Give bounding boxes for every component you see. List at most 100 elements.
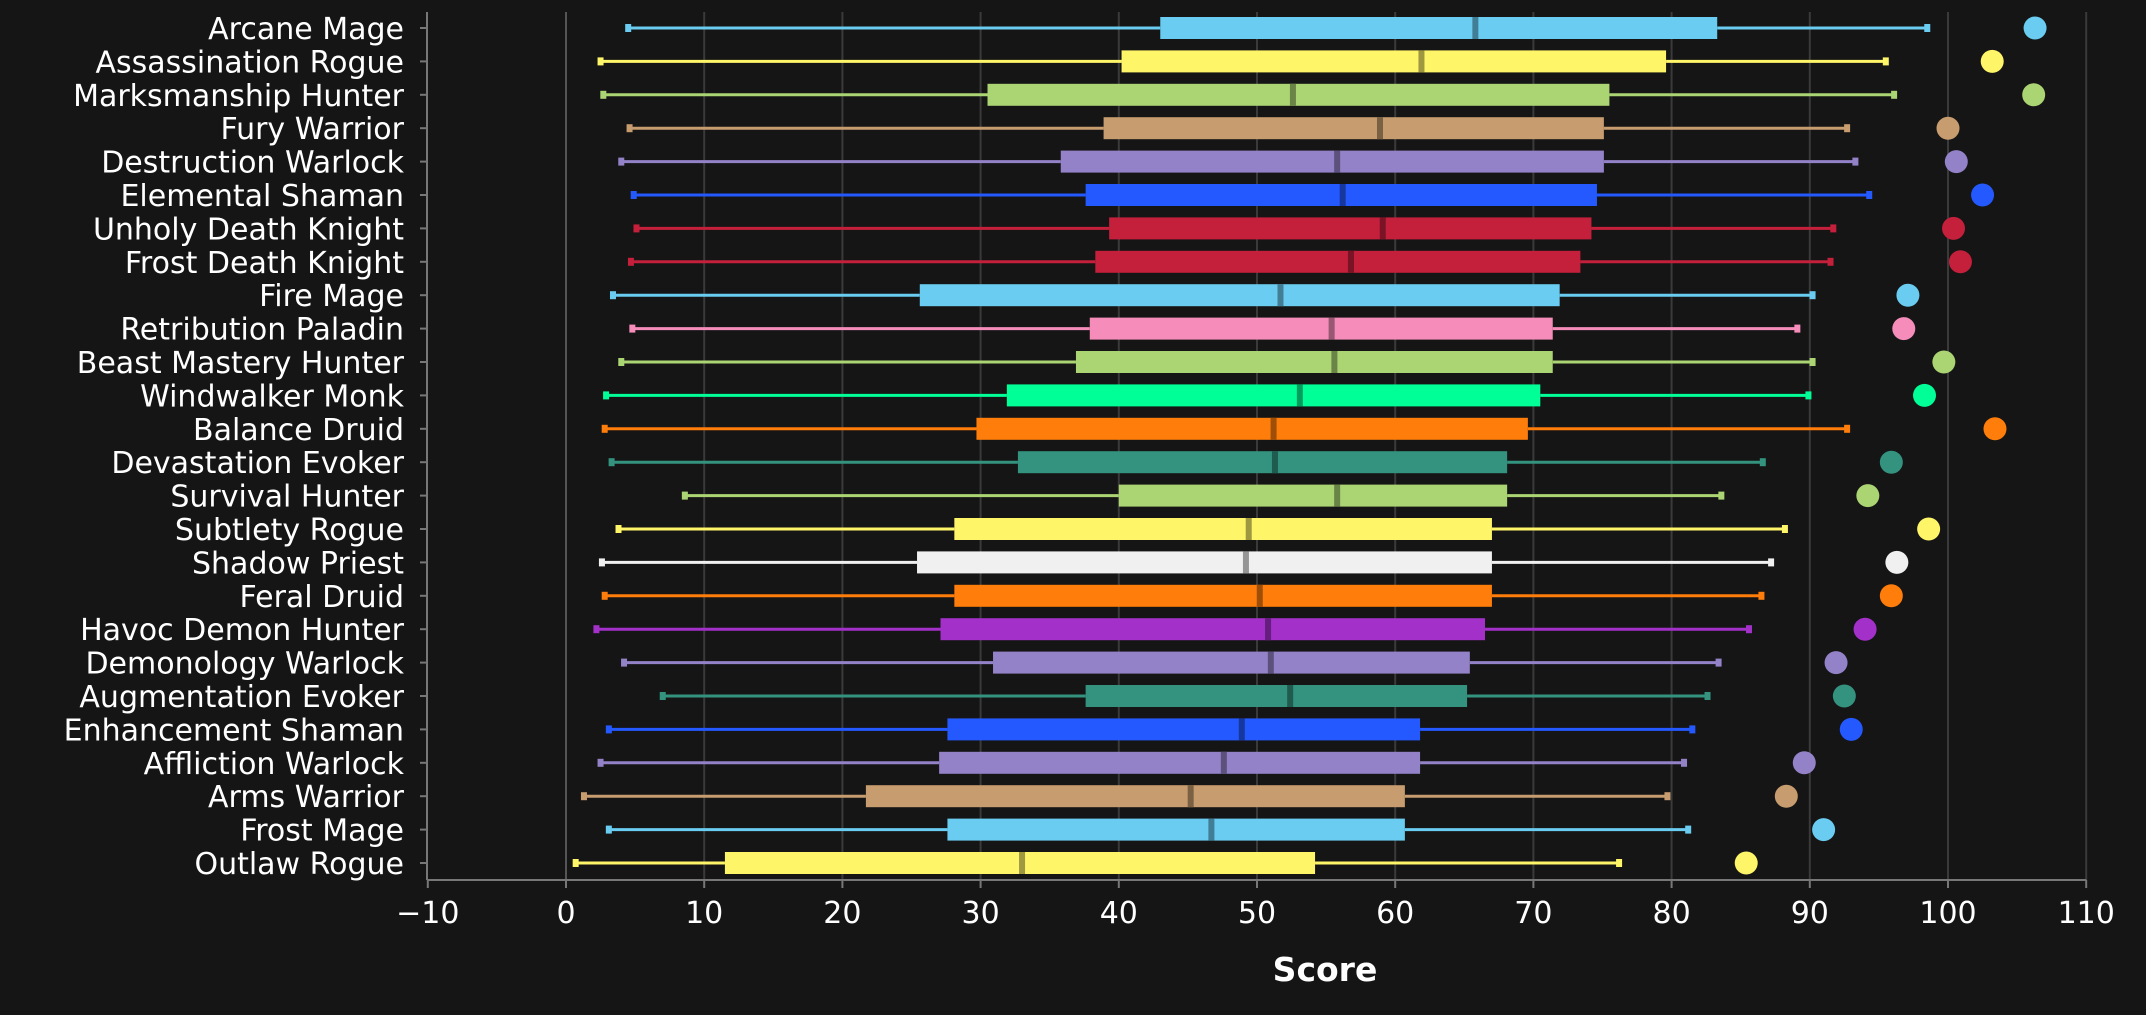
box-shadow-priest bbox=[598, 551, 1775, 574]
max-point-frost-mage bbox=[1812, 818, 1836, 842]
y-label-shadow-priest: Shadow Priest bbox=[192, 546, 404, 581]
cap-low-outlaw-rogue bbox=[572, 859, 579, 867]
iqr-survival-hunter bbox=[1118, 484, 1508, 507]
cap-low-arcane-mage bbox=[625, 24, 632, 32]
max-point-unholy-death-knight bbox=[1942, 216, 1966, 240]
cap-high-subtlety-rogue bbox=[1781, 525, 1788, 533]
max-point-augmentation-evoker bbox=[1832, 684, 1856, 708]
box-unholy-death-knight bbox=[633, 217, 1837, 240]
iqr-windwalker-monk bbox=[1006, 384, 1541, 407]
cap-low-frost-death-knight bbox=[627, 257, 634, 266]
box-series bbox=[572, 17, 1931, 874]
cap-low-demonology-warlock bbox=[621, 658, 628, 667]
y-label-demonology-warlock: Demonology Warlock bbox=[85, 647, 404, 682]
y-label-frost-death-knight: Frost Death Knight bbox=[125, 246, 404, 281]
cap-high-windwalker-monk bbox=[1805, 391, 1812, 400]
box-retribution-paladin bbox=[629, 317, 1801, 340]
median-balance-druid bbox=[1270, 417, 1277, 440]
iqr-demonology-warlock bbox=[993, 651, 1470, 674]
y-label-retribution-paladin: Retribution Paladin bbox=[120, 313, 404, 348]
max-point-devastation-evoker bbox=[1879, 450, 1903, 474]
median-augmentation-evoker bbox=[1287, 685, 1294, 707]
y-label-survival-hunter: Survival Hunter bbox=[170, 480, 404, 515]
cap-high-frost-mage bbox=[1685, 825, 1692, 834]
iqr-fury-warrior bbox=[1103, 117, 1604, 140]
box-feral-druid bbox=[601, 584, 1765, 607]
max-point-arcane-mage bbox=[2023, 16, 2047, 40]
iqr-frost-mage bbox=[947, 818, 1405, 841]
cap-low-elemental-shaman bbox=[630, 191, 637, 199]
iqr-havoc-demon-hunter bbox=[940, 618, 1486, 641]
y-label-arms-warrior: Arms Warrior bbox=[208, 780, 405, 815]
max-point-destruction-warlock bbox=[1944, 150, 1968, 174]
x-tick-label-30: 30 bbox=[962, 896, 1000, 931]
max-point-beast-mastery-hunter bbox=[1932, 350, 1956, 374]
box-destruction-warlock bbox=[618, 150, 1859, 173]
y-label-affliction-warlock: Affliction Warlock bbox=[144, 747, 405, 782]
box-assassination-rogue bbox=[597, 50, 1889, 73]
cap-high-arms-warrior bbox=[1664, 792, 1671, 801]
iqr-arms-warrior bbox=[865, 785, 1405, 808]
cap-high-unholy-death-knight bbox=[1830, 224, 1837, 233]
cap-high-demonology-warlock bbox=[1715, 658, 1722, 667]
cap-high-beast-mastery-hunter bbox=[1809, 358, 1816, 366]
max-point-feral-druid bbox=[1879, 584, 1903, 608]
box-beast-mastery-hunter bbox=[618, 351, 1816, 373]
cap-low-windwalker-monk bbox=[603, 391, 610, 400]
x-tick-label-90: 90 bbox=[1791, 896, 1829, 931]
y-label-assassination-rogue: Assassination Rogue bbox=[95, 45, 404, 80]
median-windwalker-monk bbox=[1296, 384, 1303, 407]
box-demonology-warlock bbox=[621, 651, 1722, 674]
median-enhancement-shaman bbox=[1238, 718, 1245, 741]
y-label-outlaw-rogue: Outlaw Rogue bbox=[194, 847, 404, 882]
y-label-balance-druid: Balance Druid bbox=[193, 413, 404, 448]
x-tick-label--10: −10 bbox=[396, 896, 459, 931]
y-label-fury-warrior: Fury Warrior bbox=[220, 112, 404, 147]
cap-low-feral-druid bbox=[601, 591, 608, 600]
cap-low-shadow-priest bbox=[598, 558, 605, 567]
median-feral-druid bbox=[1256, 584, 1263, 607]
iqr-frost-death-knight bbox=[1095, 250, 1581, 273]
median-marksmanship-hunter bbox=[1289, 83, 1296, 106]
median-fire-mage bbox=[1277, 284, 1284, 307]
x-tick-label-0: 0 bbox=[556, 896, 575, 931]
iqr-balance-druid bbox=[976, 417, 1528, 440]
x-tick-label-20: 20 bbox=[823, 896, 861, 931]
cap-low-enhancement-shaman bbox=[605, 725, 612, 734]
cap-high-retribution-paladin bbox=[1794, 324, 1801, 333]
y-label-arcane-mage: Arcane Mage bbox=[208, 12, 404, 47]
y-label-frost-mage: Frost Mage bbox=[240, 814, 404, 849]
x-tick-label-70: 70 bbox=[1514, 896, 1552, 931]
grid-lines bbox=[565, 12, 2088, 880]
median-arms-warrior bbox=[1187, 785, 1194, 808]
y-label-augmentation-evoker: Augmentation Evoker bbox=[79, 680, 404, 715]
iqr-devastation-evoker bbox=[1017, 451, 1508, 474]
max-point-arms-warrior bbox=[1774, 784, 1798, 808]
median-havoc-demon-hunter bbox=[1265, 618, 1272, 641]
median-frost-death-knight bbox=[1347, 250, 1354, 273]
y-label-havoc-demon-hunter: Havoc Demon Hunter bbox=[80, 613, 405, 648]
cap-low-frost-mage bbox=[605, 825, 612, 834]
max-point-outlaw-rogue bbox=[1734, 851, 1758, 875]
median-frost-mage bbox=[1208, 818, 1215, 841]
x-tick-label-60: 60 bbox=[1376, 896, 1414, 931]
y-label-windwalker-monk: Windwalker Monk bbox=[140, 379, 405, 414]
median-elemental-shaman bbox=[1339, 184, 1346, 206]
max-point-marksmanship-hunter bbox=[2022, 83, 2046, 107]
x-tick-label-110: 110 bbox=[2058, 896, 2115, 931]
max-point-windwalker-monk bbox=[1913, 383, 1937, 407]
max-point-demonology-warlock bbox=[1824, 651, 1848, 675]
max-point-havoc-demon-hunter bbox=[1853, 617, 1877, 641]
median-destruction-warlock bbox=[1334, 150, 1341, 173]
box-balance-druid bbox=[601, 417, 1851, 440]
max-point-affliction-warlock bbox=[1792, 751, 1816, 775]
cap-low-retribution-paladin bbox=[629, 324, 636, 333]
cap-high-fury-warrior bbox=[1844, 124, 1851, 133]
iqr-shadow-priest bbox=[917, 551, 1492, 574]
max-point-frost-death-knight bbox=[1948, 250, 1972, 274]
x-tick-label-80: 80 bbox=[1653, 896, 1691, 931]
iqr-arcane-mage bbox=[1160, 17, 1718, 39]
x-tick-label-10: 10 bbox=[685, 896, 723, 931]
